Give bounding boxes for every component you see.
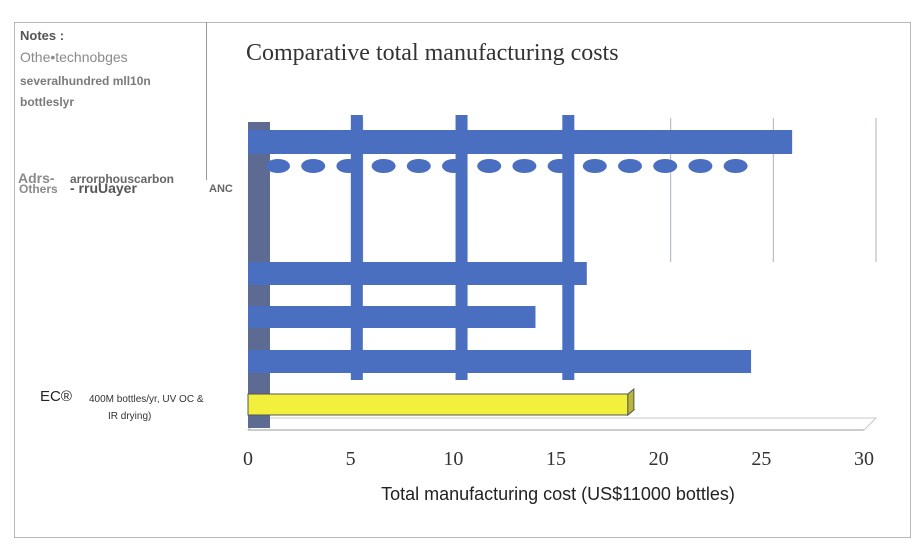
notes-title: Notes : bbox=[20, 28, 65, 43]
vertical-marker-bar bbox=[455, 115, 468, 380]
x-tick-label: 0 bbox=[243, 448, 253, 470]
plot-floor bbox=[246, 417, 878, 431]
bar-dashed-segment bbox=[653, 159, 678, 173]
adrs-sub-label: arrorphouscarbon bbox=[70, 172, 175, 186]
bar-dashed-segment bbox=[406, 159, 431, 173]
anc-label: ANC bbox=[209, 183, 233, 195]
ec-description-line-1: 400M bottles/yr, UV OC & bbox=[89, 394, 204, 405]
x-tick-label: 30 bbox=[854, 448, 874, 470]
bar-yellow-side bbox=[627, 387, 635, 417]
x-tick-label: 20 bbox=[649, 448, 669, 470]
bar bbox=[248, 350, 752, 373]
x-tick-label: 5 bbox=[346, 448, 356, 470]
notes-divider bbox=[206, 22, 207, 180]
others-label: Others bbox=[19, 182, 58, 196]
adrs-label: Adrs- bbox=[18, 170, 55, 186]
vertical-marker-bar bbox=[562, 115, 575, 380]
bar bbox=[248, 262, 587, 285]
bar-dashed-segment bbox=[266, 159, 290, 173]
bar bbox=[248, 306, 536, 328]
x-axis-label: Total manufacturing cost (US$11000 bottl… bbox=[381, 484, 735, 504]
bar-dashed-segment bbox=[371, 159, 396, 173]
x-tick-label: 25 bbox=[751, 448, 771, 470]
vertical-marker-bar bbox=[350, 115, 363, 380]
bar-dashed-segment bbox=[512, 159, 537, 173]
x-tick-label: 10 bbox=[443, 448, 463, 470]
slide-frame bbox=[14, 22, 911, 538]
bar-dashed-segment bbox=[723, 159, 748, 173]
ec-label: EC® bbox=[40, 388, 72, 405]
bar-yellow bbox=[247, 393, 629, 416]
notes-line-1: Othe•technobges bbox=[20, 49, 128, 65]
others-sub-label: - rruUayer bbox=[70, 180, 137, 196]
notes-line-2: severalhundred mll10n bbox=[20, 74, 151, 88]
bar-dashed-segment bbox=[688, 159, 713, 173]
notes-line-3: bottleslyr bbox=[20, 95, 75, 109]
bar-dashed-segment bbox=[301, 159, 326, 173]
chart-title: Comparative total manufacturing costs bbox=[246, 40, 619, 66]
bar-dashed-segment bbox=[477, 159, 502, 173]
bar bbox=[248, 130, 793, 154]
ec-description-line-2: IR drying) bbox=[108, 411, 152, 422]
bar-dashed-segment bbox=[618, 159, 642, 173]
x-tick-label: 15 bbox=[546, 448, 566, 470]
bar-dashed-segment bbox=[582, 159, 607, 173]
